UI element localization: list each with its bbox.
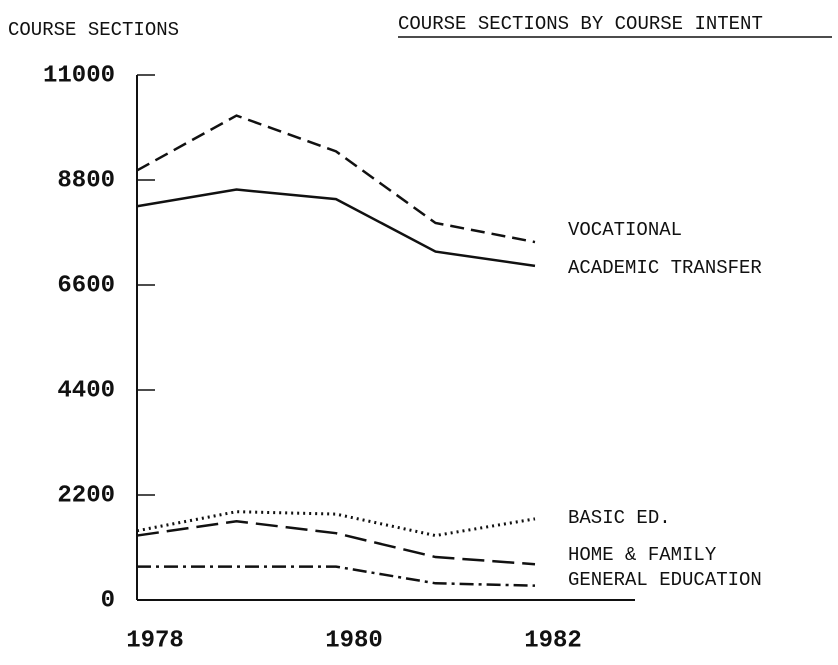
series-line: [136, 510, 536, 538]
chart-title: COURSE SECTIONS BY COURSE INTENT: [398, 13, 763, 35]
series-label: HOME & FAMILY: [568, 544, 717, 566]
y-tick-label: 0: [101, 587, 115, 614]
series-line: [137, 565, 536, 587]
y-axis-label: COURSE SECTIONS: [8, 19, 179, 41]
x-tick-label: 1978: [126, 627, 184, 654]
series-line: [136, 519, 536, 566]
series-line: [136, 114, 536, 244]
series-label: BASIC ED.: [568, 507, 671, 529]
y-tick-label: 4400: [57, 377, 115, 404]
x-tick-label: 1982: [524, 627, 582, 654]
x-tick-label: 1980: [325, 627, 383, 654]
y-tick-label: 8800: [57, 167, 115, 194]
y-tick-label: 2200: [57, 482, 115, 509]
series-line: [136, 188, 536, 268]
y-tick-label: 11000: [43, 62, 115, 89]
series-label: GENERAL EDUCATION: [568, 569, 762, 591]
y-tick-label: 6600: [57, 272, 115, 299]
series-label: VOCATIONAL: [568, 219, 682, 241]
series-label: ACADEMIC TRANSFER: [568, 257, 762, 279]
